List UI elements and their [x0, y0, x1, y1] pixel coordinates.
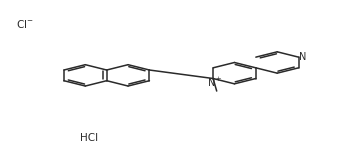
Text: N: N: [299, 51, 307, 62]
Text: HCl: HCl: [80, 133, 98, 143]
Text: Cl$^{-}$: Cl$^{-}$: [16, 18, 34, 30]
Text: N$^+$: N$^+$: [207, 76, 222, 89]
